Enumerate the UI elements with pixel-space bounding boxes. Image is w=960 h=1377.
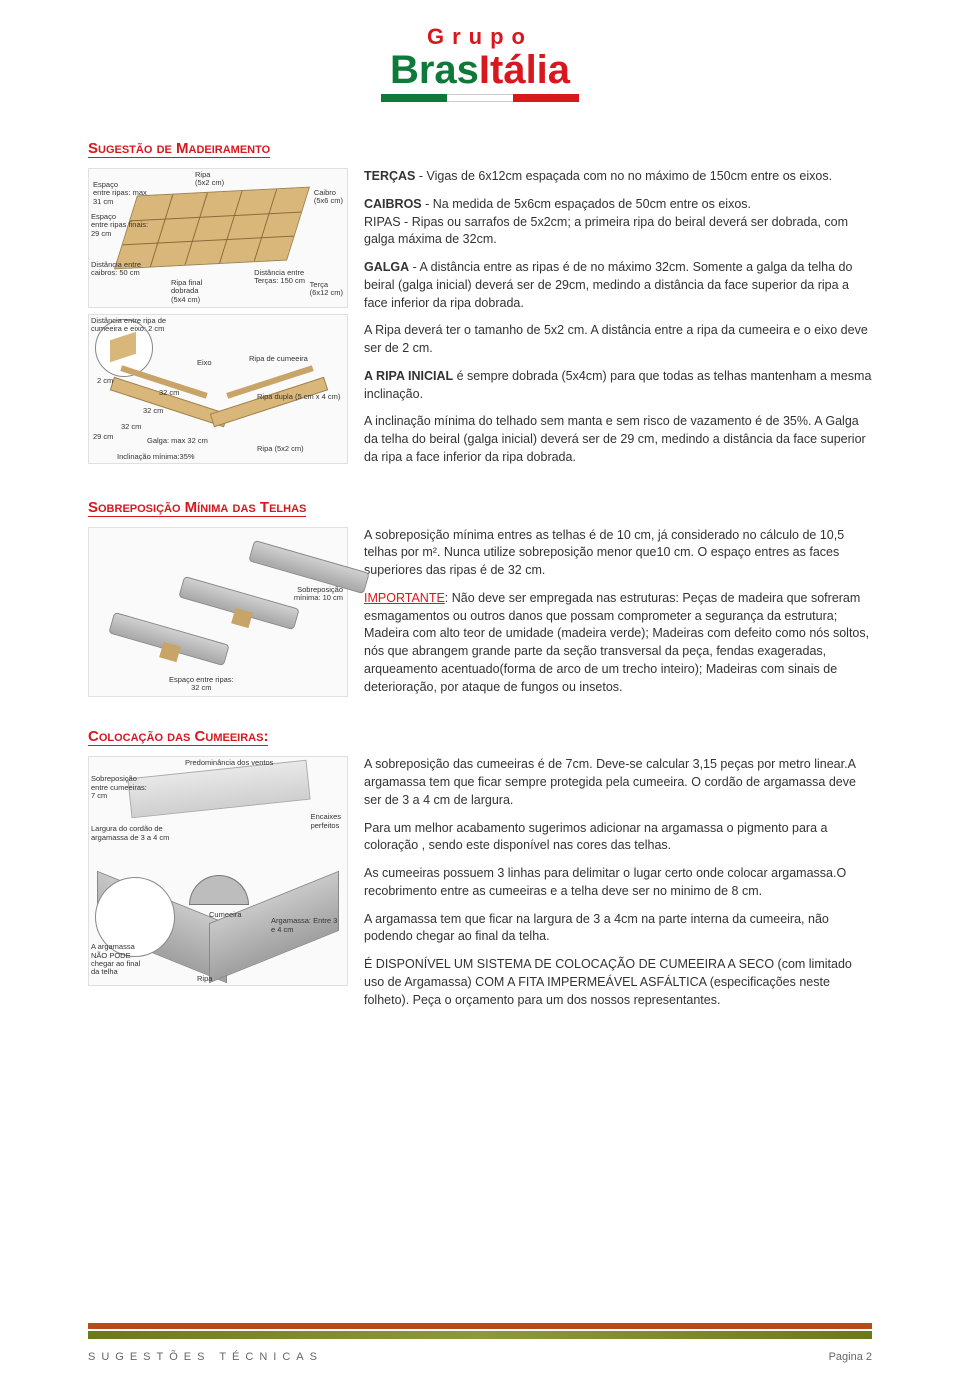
section1-title: Sugestão de Madeiramento [88, 140, 270, 158]
p-sobreposicao: A sobreposição mínima entres as telhas é… [364, 527, 872, 580]
footer-right: Pagina 2 [829, 1351, 872, 1363]
d3-label-sobre: Sobreposiçãomínima: 10 cm [294, 586, 343, 603]
d4-label-arg-nao: A argamassaNÃO PODEchegar ao finalda tel… [91, 943, 151, 976]
p-importante: IMPORTANTE: Não deve ser empregada nas e… [364, 590, 872, 697]
diagram-battens: Ripa(5x2 cm) Espaçoentre ripas: max31 cm… [88, 168, 348, 308]
diagram-ridge-cap: Predominância dos ventos Sobreposiçãoent… [88, 756, 348, 986]
logo-line1: Grupo [88, 24, 872, 50]
section-madeiramento: Sugestão de Madeiramento Ripa(5x2 cm) Es… [88, 130, 872, 477]
d4-label-cumeeira: Cumeeira [209, 911, 242, 919]
p-caibros-ripas: CAIBROS - Na medida de 5x6cm espaçados d… [364, 196, 872, 249]
d1-label-caibro: Caibro(5x6 cm) [314, 189, 343, 206]
p-cum-1: A sobreposição das cumeeiras é de 7cm. D… [364, 756, 872, 809]
d4-label-larg: Largura do cordão deargamassa de 3 a 4 c… [91, 825, 169, 842]
logo-italia: Itália [479, 48, 570, 92]
p-tercas: TERÇAS - Vigas de 6x12cm espaçada com no… [364, 168, 872, 186]
d1-label-ripa: Ripa(5x2 cm) [195, 171, 224, 188]
d2-label-2cm: 2 cm [97, 377, 113, 385]
logo-flag-bars [88, 94, 872, 102]
d1-label-espaco-max: Espaçoentre ripas: max31 cm [93, 181, 147, 206]
section3-text: A sobreposição das cumeeiras é de 7cm. D… [364, 756, 872, 1019]
d4-label-arg-3a4: Argamassa: Entre 3e 4 cm [271, 917, 341, 934]
diagram-ridge-angle: Distância entre ripa decumeeira e eixo: … [88, 314, 348, 464]
d2-label-galga: Galga: max 32 cm [147, 437, 208, 445]
p-ripa-inicial: A RIPA INICIAL é sempre dobrada (5x4cm) … [364, 368, 872, 404]
p-cum-3: As cumeeiras possuem 3 linhas para delim… [364, 865, 872, 901]
p-ripa-tam: A Ripa deverá ter o tamanho de 5x2 cm. A… [364, 322, 872, 358]
d4-label-encaixes: Encaixesperfeitos [311, 813, 341, 830]
d2-label-ripa-dupla: Ripa dupla (5 cm x 4 cm) [257, 393, 340, 401]
d2-label-eixo: Eixo [197, 359, 212, 367]
d2-label-incl: Inclinação mínima:35% [117, 453, 195, 461]
p-cum-2: Para um melhor acabamento sugerimos adic… [364, 820, 872, 856]
logo-block: Grupo BrasItália [88, 24, 872, 102]
d4-label-pred: Predominância dos ventos [185, 759, 273, 767]
d1-label-dist-caibros: Distância entrecaibros: 50 cm [91, 261, 141, 278]
d2-label-dist-ripa: Distância entre ripa decumeeira e eixo: … [91, 317, 171, 334]
section3-title: Colocação das Cumeeiras: [88, 728, 268, 746]
section1-text: TERÇAS - Vigas de 6x12cm espaçada com no… [364, 168, 872, 477]
p-galga: GALGA - A distância entre as ripas é de … [364, 259, 872, 312]
diagram-column-1: Ripa(5x2 cm) Espaçoentre ripas: max31 cm… [88, 168, 348, 477]
footer-left: SUGESTÕES TÉCNICAS [88, 1351, 323, 1363]
p-cum-4: A argamassa tem que ficar na largura de … [364, 911, 872, 947]
logo-line2: BrasItália [88, 50, 872, 90]
d2-label-32a: 32 cm [159, 389, 179, 397]
d3-label-espaco: Espaço entre ripas:32 cm [169, 676, 234, 693]
diagram-column-3: Predominância dos ventos Sobreposiçãoent… [88, 756, 348, 1019]
p-inclinacao: A inclinação mínima do telhado sem manta… [364, 413, 872, 466]
logo-bras: Bras [390, 48, 479, 92]
d2-label-32b: 32 cm [143, 407, 163, 415]
d2-label-32c: 32 cm [121, 423, 141, 431]
d1-label-ripa-final: Ripa finaldobrada(5x4 cm) [171, 279, 202, 304]
d1-label-espaco-finais: Espaçoentre ripas finais:29 cm [91, 213, 148, 238]
p-cum-5: É DISPONÍVEL UM SISTEMA DE COLOCAÇÃO DE … [364, 956, 872, 1009]
section2-title: Sobreposição Mínima das Telhas [88, 499, 306, 517]
diagram-column-2: Sobreposiçãomínima: 10 cm Espaço entre r… [88, 527, 348, 707]
d2-label-ripa-5x2: Ripa (5x2 cm) [257, 445, 304, 453]
d2-label-29: 29 cm [93, 433, 113, 441]
section-cumeeiras: Colocação das Cumeeiras: Predominância d… [88, 718, 872, 1019]
d4-label-ripa: Ripa [197, 975, 212, 983]
section-sobreposicao: Sobreposição Mínima das Telhas Sobreposi… [88, 489, 872, 707]
d1-label-terca: Terça(6x12 cm) [310, 281, 343, 298]
d1-label-dist-tercas: Distância entreTerças: 150 cm [254, 269, 305, 286]
page-footer: SUGESTÕES TÉCNICAS Pagina 2 [0, 1323, 960, 1377]
section2-text: A sobreposição mínima entres as telhas é… [364, 527, 872, 707]
d2-label-ripa-cumeeira: Ripa de cumeeira [249, 355, 308, 363]
d4-label-sobre: Sobreposiçãoentre cumeeiras:7 cm [91, 775, 147, 800]
diagram-overlap: Sobreposiçãomínima: 10 cm Espaço entre r… [88, 527, 348, 697]
